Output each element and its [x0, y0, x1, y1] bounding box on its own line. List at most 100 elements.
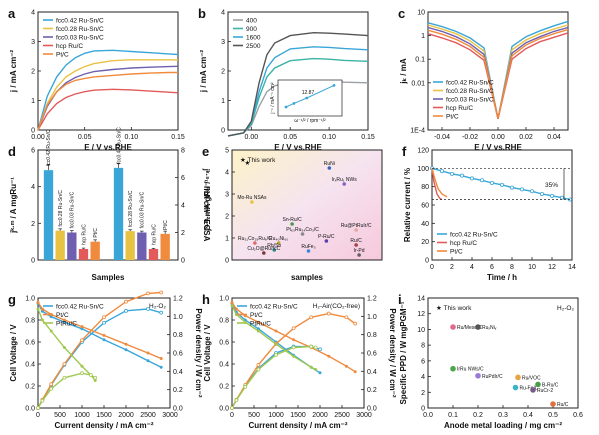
legend-label-c: fcc0.28 Ru-Sn/C	[446, 88, 494, 95]
bar-label-d: Pt/C	[163, 220, 169, 230]
x-tick-label-g: 3000	[162, 412, 178, 419]
bar-label-d: fcc0.28 Ru-Sn/C	[58, 190, 64, 227]
x-axis-label-i: Anode metal loading / mg cm⁻²	[444, 421, 562, 430]
x-tick-label-f: 0	[430, 264, 434, 271]
x-tick-label-f: 8	[510, 264, 514, 271]
voltage-point-g	[146, 359, 150, 363]
legend-label-c: fcc0.42 Ru-Sn/C	[446, 80, 494, 87]
y-axis-label-d: jᵏ·ˢ / mA cm⁻²ECSA	[202, 168, 211, 242]
y-tick-label-f: 20	[421, 239, 429, 246]
x-tick-label-h: 1000	[268, 412, 284, 419]
panel-label-f: f	[402, 144, 407, 159]
series-point-f	[540, 191, 545, 196]
scatter-label-e: Mo-Ru NSAs	[237, 195, 267, 201]
power-point-g	[93, 375, 98, 380]
x-tick-label-h: 2000	[312, 412, 328, 419]
scatter-label-e: Ru₄₀Ni₆₀	[269, 236, 288, 242]
y-tick-label-i: 12	[417, 311, 425, 318]
y-axis-label-f: Relative current / %	[403, 168, 412, 242]
y-axis-label-b: j / mA cm⁻²	[199, 50, 208, 93]
bar-d	[55, 230, 65, 260]
legend-label-a: fcc0.03 Ru-Sn/C	[56, 35, 104, 42]
inset-annotation-b: 12.87	[302, 90, 315, 96]
x-axis-label-e: samples	[291, 273, 324, 282]
y-tick-label-i: 10	[417, 327, 425, 334]
scatter-label-i: RuₓNiᵧ	[482, 325, 497, 331]
bar-d	[43, 170, 54, 260]
y-tick-label-h: 0.2	[367, 387, 377, 394]
voltage-point-h	[292, 338, 296, 342]
bar-d	[78, 249, 89, 260]
x-tick-label-c: -0.04	[434, 134, 450, 141]
legend-label-c: fcc0.03 Ru-Sn/C	[446, 97, 494, 104]
scatter-label-i: Ru/C	[557, 402, 569, 408]
series-line-a-0	[37, 49, 179, 131]
scatter-label-e: P-Ru/C	[318, 234, 335, 240]
x-tick-label-f: 12	[548, 264, 556, 271]
y-tick-label-c: 0.01	[411, 80, 425, 87]
inset-x-label-b: ω⁻¹/² / rpm⁻¹/²	[294, 118, 326, 124]
scatter-point-e	[324, 239, 329, 243]
power-point-g	[49, 386, 54, 391]
x-tick-label-f: 10	[528, 264, 536, 271]
bar-label-d: fcc0.28 Ru-Sn/C	[128, 190, 134, 227]
series-point-f	[550, 193, 555, 198]
y-tick-label-a: 1	[31, 98, 35, 105]
scatter-label-e: Sn-Ru/C	[283, 217, 303, 223]
x-axis-label-h: Current density / mA cm⁻²	[248, 421, 347, 430]
x-tick-label-f: 14	[568, 264, 576, 271]
y-tick-label-d: 6	[31, 148, 35, 155]
power-point-h	[291, 326, 296, 331]
y-tick-label-f: 60	[421, 203, 429, 210]
x-tick-label-i: 0.2	[473, 412, 483, 419]
power-point-h	[243, 385, 248, 389]
y-tick-label-d: 4	[31, 184, 35, 191]
y-tick-label-i: 14	[417, 296, 425, 303]
y-tick-label-h: 0.0	[367, 406, 377, 413]
legend-label-g: fcc0.42 Ru-Sn/C	[56, 304, 104, 311]
power-point-h	[230, 406, 234, 410]
legend-label-f: hcp Ru/C	[450, 240, 477, 247]
scatter-point-e	[290, 222, 294, 226]
bar-d	[160, 233, 170, 260]
legend-label-h: PtRu/C	[250, 321, 271, 328]
y-tick-label-g: 0.4	[25, 362, 35, 369]
y-tick-label-g: 0.6	[173, 351, 183, 358]
scatter-point-e	[354, 243, 358, 247]
y-tick-label-h: 0.6	[219, 340, 229, 347]
y-axis-label-e: jᵏ·ᵐ mA gRu⁻¹	[203, 179, 212, 232]
bar-d	[137, 232, 147, 260]
voltage-point-h	[318, 371, 322, 375]
y-tick-label-h: 1.0	[219, 296, 229, 303]
scatter-point-i	[475, 324, 481, 330]
voltage-line-h-2	[231, 305, 316, 371]
bar-label-d: fcc0.42 Ru-Sn/C	[46, 129, 52, 166]
y-tick-label-a: 0	[31, 128, 35, 135]
x-tick-label-i: 0.6	[573, 412, 583, 419]
voltage-point-g	[124, 348, 128, 352]
x-tick-label-g: 500	[54, 412, 66, 419]
voltage-point-g	[40, 309, 44, 313]
scatter-point-i	[550, 401, 556, 407]
y-tick-label-h: 0.8	[219, 318, 229, 325]
legend-label-b: 400	[246, 18, 257, 25]
x-tick-label-g: 2500	[140, 412, 156, 419]
bar-d	[125, 231, 135, 260]
x-axis-label-a: E / V vs.RHE	[84, 143, 132, 152]
y-tick-label-d: 0	[31, 258, 35, 265]
scatter-label-e: RuNi	[324, 161, 335, 167]
voltage-point-g	[159, 357, 163, 360]
legend-label-f: fcc0.42 Ru-Sn/C	[450, 232, 498, 239]
annotation-f: 35%	[545, 182, 558, 189]
x-axis-label-c: E / V vs.RHE	[474, 143, 522, 152]
y-axis-label-d: jᵏ·ᵐ / A mgRu⁻¹	[9, 177, 18, 234]
inset-frame-b	[277, 79, 343, 117]
x-tick-label-h: 0	[230, 412, 234, 419]
x-tick-label-i: 0.4	[523, 412, 533, 419]
y-tick-label-d: 8	[181, 148, 185, 155]
bar-label-d: hcp Ru/C	[81, 224, 87, 245]
bar-d	[67, 232, 77, 260]
voltage-point-g	[62, 318, 66, 322]
y-tick-label-g: 1.0	[25, 296, 35, 303]
x-tick-label-b: 0.15	[361, 134, 375, 141]
